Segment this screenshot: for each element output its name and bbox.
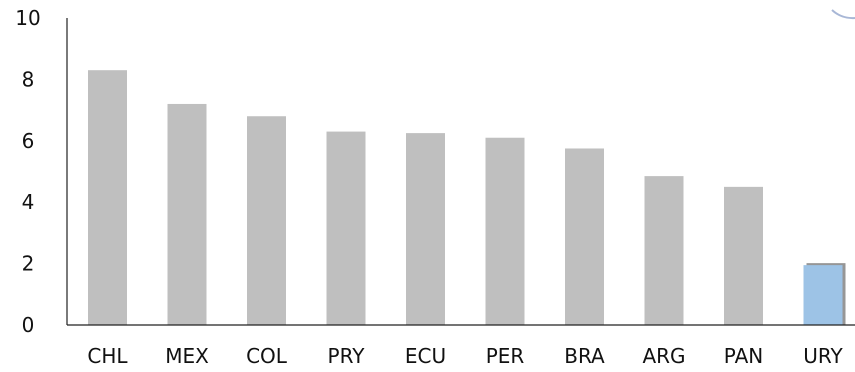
y-tick-label: 0 bbox=[22, 313, 35, 337]
bar-col bbox=[247, 116, 286, 326]
y-tick-label: 10 bbox=[15, 6, 40, 30]
x-tick-label: ECU bbox=[405, 344, 446, 368]
x-axis: CHL MEX COL PRY ECU PER BRA ARG PAN URY bbox=[87, 344, 843, 368]
bar-pan bbox=[724, 186, 763, 325]
bar-bra bbox=[565, 148, 604, 325]
bars-group bbox=[88, 70, 846, 326]
x-tick-label: PER bbox=[486, 344, 525, 368]
decorative-corner-arc bbox=[831, 9, 855, 20]
bar-ury bbox=[803, 265, 843, 325]
y-tick-label: 8 bbox=[22, 67, 35, 91]
bar-mex bbox=[167, 103, 207, 326]
x-tick-label: BRA bbox=[564, 344, 605, 368]
bar-arg bbox=[644, 176, 684, 325]
y-tick-label: 6 bbox=[22, 129, 35, 153]
x-tick-label: MEX bbox=[165, 344, 209, 368]
y-axis: 0 2 4 6 8 10 bbox=[15, 6, 40, 337]
y-tick-label: 2 bbox=[22, 252, 35, 276]
x-tick-label: PRY bbox=[328, 344, 366, 368]
x-tick-label: ARG bbox=[642, 344, 685, 368]
bar-chl bbox=[88, 70, 127, 325]
bar-pry bbox=[326, 131, 366, 325]
x-tick-label: COL bbox=[246, 344, 288, 368]
y-tick-label: 4 bbox=[22, 190, 35, 214]
x-tick-label: PAN bbox=[724, 344, 763, 368]
bar-per bbox=[485, 137, 525, 325]
bar-ecu bbox=[406, 133, 445, 325]
x-tick-label: CHL bbox=[87, 344, 128, 368]
x-tick-label: URY bbox=[803, 344, 843, 368]
